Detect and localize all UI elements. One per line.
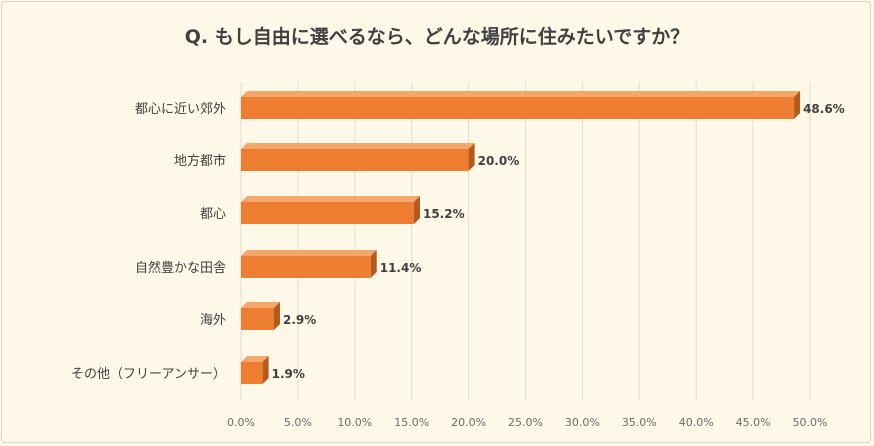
value-label: 48.6% — [803, 102, 845, 116]
category-label: 海外 — [200, 313, 226, 328]
bar-side-face — [468, 143, 475, 171]
bar-side-face — [262, 356, 269, 384]
bar-side-face — [794, 91, 801, 119]
bar — [241, 196, 420, 224]
bar-top-face — [241, 196, 420, 202]
bars — [241, 91, 801, 384]
bar — [241, 302, 281, 330]
x-tick-label: 0.0% — [227, 416, 255, 429]
category-label: 地方都市 — [174, 153, 226, 169]
value-label: 11.4% — [380, 261, 422, 275]
chart-title: Q. もし自由に選べるなら、どんな場所に住みたいですか？ — [184, 26, 690, 48]
bar — [241, 91, 801, 119]
value-label: 2.9% — [283, 313, 316, 327]
x-tick-label: 15.0% — [394, 416, 429, 429]
category-label: 都心に近い郊外 — [135, 101, 226, 117]
gridlines — [240, 82, 811, 400]
bar-top-face — [241, 302, 281, 308]
bar-front-face — [241, 308, 275, 330]
bar-front-face — [241, 149, 469, 171]
x-tick-label: 10.0% — [337, 416, 372, 429]
x-tick-label: 35.0% — [622, 416, 657, 429]
bar-top-face — [241, 91, 801, 97]
bar — [241, 250, 377, 278]
x-tick-label: 25.0% — [508, 416, 543, 429]
x-tick-label: 40.0% — [679, 416, 714, 429]
bar-front-face — [241, 202, 414, 224]
bar-front-face — [241, 256, 371, 278]
bar-side-face — [274, 302, 281, 330]
bar-front-face — [241, 97, 795, 119]
value-label: 1.9% — [272, 367, 305, 381]
bar — [241, 143, 475, 171]
category-label: その他（フリーアンサー） — [71, 367, 226, 382]
bar-top-face — [241, 143, 475, 149]
bar-top-face — [241, 356, 269, 362]
value-label: 15.2% — [423, 207, 465, 221]
value-labels: 48.6% 20.0% 15.2% 11.4% 2.9% 1.9% — [272, 102, 845, 381]
bar-side-face — [413, 196, 420, 224]
x-tick-label: 50.0% — [793, 416, 828, 429]
x-tick-labels: 0.0% 5.0% 10.0% 15.0% 20.0% 25.0% 30.0% 35.0% 40… — [227, 416, 827, 429]
bar — [241, 356, 269, 384]
bar-front-face — [241, 362, 263, 384]
category-label: 自然豊かな田舎 — [135, 260, 226, 276]
bar-top-face — [241, 250, 377, 256]
bar-side-face — [370, 250, 377, 278]
x-tick-label: 45.0% — [736, 416, 771, 429]
x-tick-label: 30.0% — [565, 416, 600, 429]
category-label: 都心 — [200, 207, 226, 222]
x-tick-label: 5.0% — [284, 416, 312, 429]
value-label: 20.0% — [478, 154, 520, 168]
x-tick-label: 20.0% — [451, 416, 486, 429]
